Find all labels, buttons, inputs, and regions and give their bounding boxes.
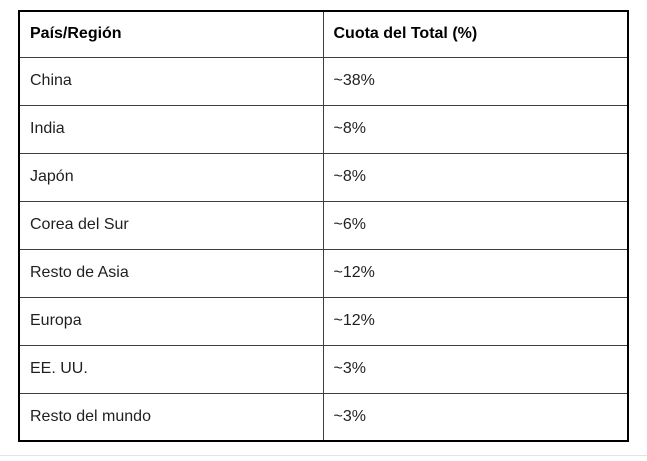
share-cell: ~12% — [322, 296, 629, 346]
country-share-table: País/Región Cuota del Total (%) China ~38… — [18, 10, 629, 442]
table-row: Europa ~12% — [18, 296, 629, 346]
country-cell: Europa — [18, 296, 324, 346]
column-header-pais-region: País/Región — [18, 10, 324, 58]
table-row: Japón ~8% — [18, 152, 629, 202]
bottom-divider — [0, 455, 647, 456]
country-cell: Resto de Asia — [18, 248, 324, 298]
share-cell: ~8% — [322, 104, 629, 154]
table-row: Corea del Sur ~6% — [18, 200, 629, 250]
table-row: EE. UU. ~3% — [18, 344, 629, 394]
table-row: Resto de Asia ~12% — [18, 248, 629, 298]
country-cell: EE. UU. — [18, 344, 324, 394]
share-cell: ~3% — [322, 392, 629, 442]
share-cell: ~12% — [322, 248, 629, 298]
table-row: Resto del mundo ~3% — [18, 392, 629, 442]
share-cell: ~6% — [322, 200, 629, 250]
table-row: India ~8% — [18, 104, 629, 154]
country-cell: China — [18, 56, 324, 106]
share-cell: ~38% — [322, 56, 629, 106]
country-cell: India — [18, 104, 324, 154]
column-header-cuota-total: Cuota del Total (%) — [322, 10, 629, 58]
country-cell: Resto del mundo — [18, 392, 324, 442]
table-row: China ~38% — [18, 56, 629, 106]
header-row: País/Región Cuota del Total (%) — [18, 10, 629, 58]
country-cell: Japón — [18, 152, 324, 202]
share-cell: ~3% — [322, 344, 629, 394]
share-cell: ~8% — [322, 152, 629, 202]
country-cell: Corea del Sur — [18, 200, 324, 250]
